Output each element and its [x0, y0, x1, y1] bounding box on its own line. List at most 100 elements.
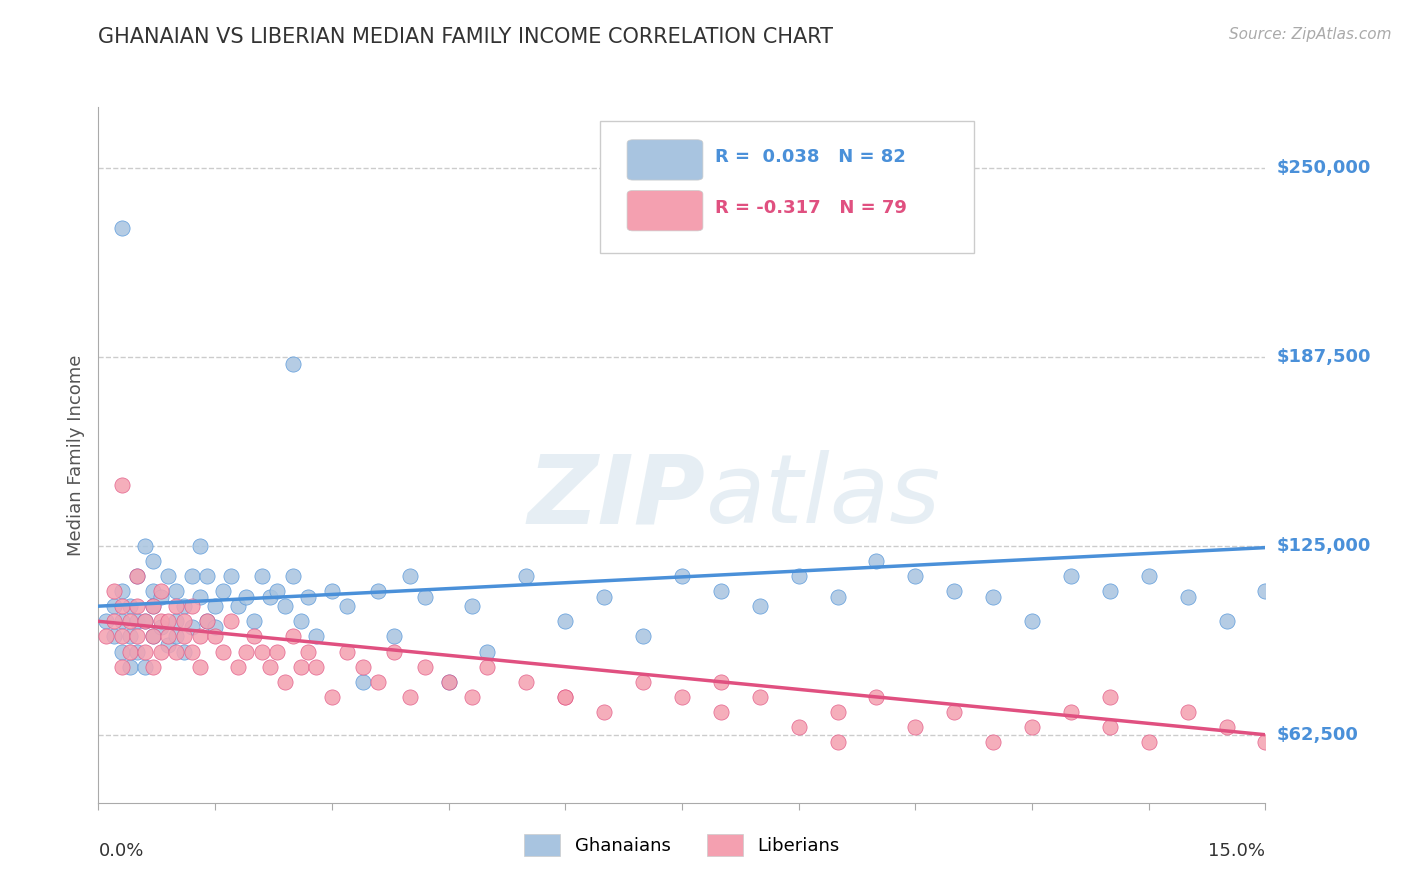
- Point: [195, 615, 218, 629]
- Point: [118, 599, 141, 614]
- Point: [235, 590, 257, 604]
- Point: [204, 599, 226, 614]
- Point: [671, 690, 693, 704]
- Point: [219, 569, 242, 583]
- Point: [103, 615, 125, 629]
- Point: [127, 615, 149, 629]
- Point: [274, 599, 297, 614]
- Point: [157, 629, 180, 643]
- Point: [1254, 735, 1277, 749]
- Point: [259, 590, 281, 604]
- Point: [710, 674, 733, 689]
- Point: [111, 599, 134, 614]
- Point: [127, 629, 149, 643]
- Point: [266, 584, 288, 599]
- Point: [204, 629, 226, 643]
- Point: [228, 599, 250, 614]
- Point: [195, 569, 218, 583]
- Point: [904, 569, 927, 583]
- Point: [787, 720, 810, 734]
- Point: [266, 644, 288, 658]
- Point: [142, 659, 165, 673]
- Point: [142, 599, 165, 614]
- Point: [1098, 720, 1121, 734]
- Point: [111, 478, 134, 492]
- Text: $125,000: $125,000: [1277, 537, 1371, 555]
- Point: [710, 705, 733, 719]
- Point: [134, 615, 156, 629]
- Point: [352, 674, 374, 689]
- Point: [413, 659, 436, 673]
- Point: [188, 590, 211, 604]
- Point: [336, 644, 359, 658]
- Point: [281, 629, 304, 643]
- Point: [1021, 720, 1043, 734]
- Point: [180, 620, 202, 634]
- Point: [173, 615, 195, 629]
- FancyBboxPatch shape: [627, 140, 703, 180]
- Text: Source: ZipAtlas.com: Source: ZipAtlas.com: [1229, 27, 1392, 42]
- Point: [127, 569, 149, 583]
- Point: [398, 690, 420, 704]
- Point: [943, 705, 966, 719]
- Point: [111, 659, 134, 673]
- Point: [827, 590, 849, 604]
- Point: [149, 620, 172, 634]
- Point: [127, 644, 149, 658]
- Text: $187,500: $187,500: [1277, 348, 1371, 366]
- Point: [111, 584, 134, 599]
- Point: [149, 615, 172, 629]
- Point: [1060, 705, 1083, 719]
- Point: [413, 590, 436, 604]
- Point: [1060, 569, 1083, 583]
- Point: [195, 615, 218, 629]
- Point: [118, 659, 141, 673]
- Point: [165, 584, 187, 599]
- Point: [118, 644, 141, 658]
- Point: [173, 644, 195, 658]
- Point: [305, 629, 328, 643]
- Point: [142, 629, 165, 643]
- Point: [142, 584, 165, 599]
- Point: [865, 554, 887, 568]
- Point: [290, 659, 312, 673]
- Point: [243, 629, 266, 643]
- Point: [367, 584, 389, 599]
- Point: [710, 584, 733, 599]
- Point: [127, 569, 149, 583]
- Point: [228, 659, 250, 673]
- Point: [165, 599, 187, 614]
- Point: [1137, 569, 1160, 583]
- Point: [173, 599, 195, 614]
- Point: [461, 599, 484, 614]
- Point: [149, 584, 172, 599]
- Point: [787, 569, 810, 583]
- Point: [748, 690, 770, 704]
- Point: [134, 615, 156, 629]
- Point: [111, 221, 134, 235]
- Point: [437, 674, 460, 689]
- Point: [96, 629, 118, 643]
- Point: [290, 615, 312, 629]
- Point: [188, 539, 211, 553]
- Point: [321, 584, 343, 599]
- Point: [1215, 615, 1237, 629]
- Point: [103, 584, 125, 599]
- Point: [165, 644, 187, 658]
- Text: atlas: atlas: [706, 450, 941, 543]
- Point: [305, 659, 328, 673]
- Point: [111, 629, 134, 643]
- Legend: Ghanaians, Liberians: Ghanaians, Liberians: [517, 827, 846, 863]
- Point: [477, 644, 499, 658]
- Point: [157, 569, 180, 583]
- Point: [671, 569, 693, 583]
- Point: [142, 554, 165, 568]
- Point: [352, 659, 374, 673]
- Point: [477, 659, 499, 673]
- Point: [1177, 590, 1199, 604]
- Point: [1294, 569, 1316, 583]
- Point: [437, 674, 460, 689]
- Point: [134, 659, 156, 673]
- Point: [1098, 584, 1121, 599]
- Point: [103, 599, 125, 614]
